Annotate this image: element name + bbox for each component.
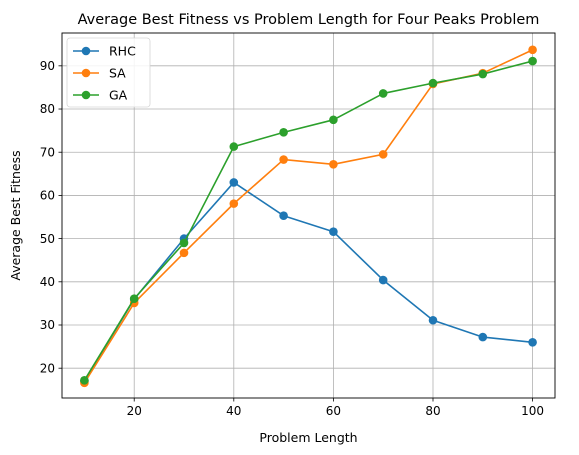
data-point-sa	[279, 155, 288, 164]
series-line-ga	[83, 60, 533, 381]
y-tick-label: 60	[40, 189, 55, 203]
data-point-ga	[279, 128, 288, 137]
data-point-ga	[478, 69, 488, 79]
y-tick-label: 80	[40, 102, 55, 116]
data-point-ga	[129, 294, 139, 303]
legend-marker-sa	[81, 68, 91, 78]
data-point-rhc	[329, 227, 338, 236]
legend-marker-rhc	[81, 46, 91, 56]
x-tick-label: 60	[326, 404, 341, 418]
legend-label-ga: GA	[109, 88, 128, 103]
x-tick-label: 100	[521, 404, 544, 418]
y-tick-label: 20	[40, 361, 55, 375]
x-tick-label: 80	[425, 404, 440, 418]
axis-ticks: 20 40 60 80 100 20 30 40 50 60 70 80 90	[40, 59, 544, 418]
data-point-sa	[229, 199, 239, 208]
data-point-ga	[378, 89, 388, 98]
legend-marker-ga	[81, 90, 91, 100]
y-tick-label: 50	[40, 232, 55, 246]
legend-item-sa: SA	[73, 66, 126, 81]
data-point-rhc	[378, 275, 388, 285]
data-point-ga	[80, 375, 89, 385]
grid	[62, 33, 555, 398]
data-point-sa	[329, 160, 338, 169]
data-point-rhc	[528, 337, 537, 347]
data-point-ga	[179, 238, 189, 248]
series-lines	[80, 45, 537, 388]
y-tick-label: 30	[40, 318, 55, 332]
legend-label-rhc: RHC	[109, 44, 136, 59]
legend-item-rhc: RHC	[73, 44, 136, 59]
legend: RHC SA GA	[66, 37, 151, 108]
x-tick-label: 20	[127, 404, 142, 418]
y-tick-label: 90	[40, 59, 55, 73]
data-point-sa	[378, 150, 388, 159]
x-tick-label: 40	[226, 404, 241, 418]
data-point-ga	[329, 115, 338, 125]
data-point-rhc	[428, 315, 438, 325]
y-tick-label: 70	[40, 145, 55, 159]
legend-label-sa: SA	[109, 66, 126, 81]
data-point-sa	[528, 45, 537, 55]
data-point-rhc	[279, 211, 288, 221]
data-point-rhc	[478, 332, 488, 342]
legend-item-ga: GA	[73, 88, 128, 103]
series-ga	[80, 56, 537, 385]
y-tick-label: 40	[40, 275, 55, 289]
chart-title: Average Best Fitness vs Problem Length f…	[78, 12, 540, 28]
plot-frame	[61, 32, 556, 399]
data-point-rhc	[229, 178, 239, 187]
data-point-ga	[229, 142, 239, 151]
data-point-ga	[428, 78, 438, 88]
data-point-sa	[179, 248, 189, 258]
y-axis-label: Average Best Fitness	[8, 150, 23, 280]
data-point-ga	[528, 56, 537, 66]
series-line-rhc	[83, 181, 533, 382]
legend-box	[66, 37, 151, 108]
x-axis-label: Problem Length	[259, 430, 357, 445]
